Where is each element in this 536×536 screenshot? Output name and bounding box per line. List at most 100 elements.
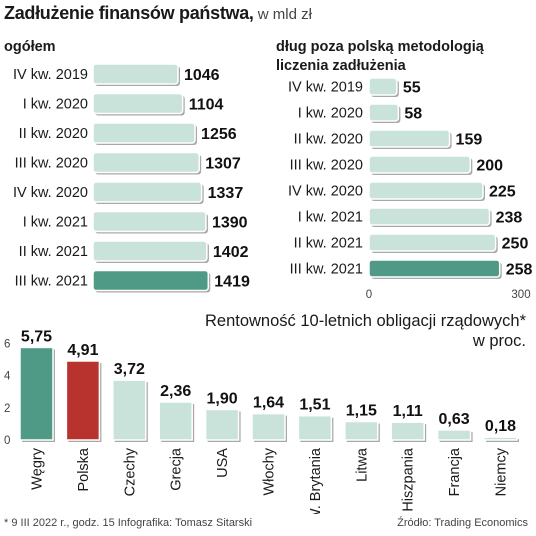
debt-total-bar <box>92 63 179 85</box>
right-chart-subtitle: dług poza polską metodologią liczenia za… <box>276 38 484 76</box>
debt-outside-category-label: IV kw. 2019 <box>288 80 363 96</box>
bond-value-label: 5,75 <box>21 328 52 345</box>
bond-value-label: 2,36 <box>160 383 191 400</box>
bond-value-label: 1,64 <box>253 395 284 412</box>
bond-bar <box>436 429 472 441</box>
bond-tick-label: 0 <box>4 435 10 447</box>
bond-chart-title: Rentowność 10-letnich obligacji rządowyc… <box>205 312 527 330</box>
bond-bar <box>297 414 333 441</box>
debt-total-value-label: 1402 <box>213 244 249 261</box>
bond-category-label: Węgry <box>30 447 46 490</box>
bond-tick-label: 6 <box>4 338 10 350</box>
debt-outside-tick-label: 0 <box>366 289 372 301</box>
debt-total-bar <box>92 122 196 144</box>
debt-outside-tick-label: 300 <box>511 289 530 301</box>
debt-total-chart: IV kw. 2019 1046 I kw. 2020 1104 II kw. 2020… <box>13 63 250 293</box>
footer-credit: * 9 III 2022 r., godz. 15 Infografika: T… <box>4 517 253 529</box>
debt-total-value-label: 1307 <box>205 156 241 173</box>
page-title: Zadłużenie finansów państwa, w mld zł <box>4 3 312 24</box>
bond-category-label: Francja <box>447 447 463 496</box>
debt-total-value-label: 1337 <box>208 185 244 202</box>
debt-outside-category-label: III kw. 2021 <box>290 262 363 278</box>
footer-source: Źródło: Trading Economics <box>397 517 528 529</box>
debt-outside-category-label: I kw. 2020 <box>298 106 363 122</box>
debt-outside-bar <box>368 77 398 96</box>
debt-outside-value-label: 58 <box>404 106 422 123</box>
debt-outside-bar <box>368 155 472 174</box>
bond-yield-chart: Rentowność 10-letnich obligacji rządowyc… <box>4 312 527 514</box>
debt-total-value-label: 1046 <box>184 67 220 84</box>
debt-total-category-label: IV kw. 2020 <box>13 185 88 201</box>
bond-bar <box>19 346 54 441</box>
bond-category-label: USA <box>215 448 231 478</box>
bond-bar <box>204 408 240 441</box>
debt-total-category-label: I kw. 2021 <box>23 215 88 231</box>
debt-outside-bar <box>368 103 400 122</box>
debt-total-category-label: III kw. 2021 <box>15 274 88 290</box>
right-subtitle-line-2: liczenia zadłużenia <box>276 58 406 74</box>
debt-total-category-label: III kw. 2020 <box>15 156 88 172</box>
debt-outside-category-label: II kw. 2021 <box>294 236 363 252</box>
bond-value-label: 4,91 <box>67 342 98 359</box>
bond-category-label: Włochy <box>262 447 278 495</box>
debt-total-category-label: II kw. 2020 <box>19 126 88 142</box>
title-bold: Zadłużenie finansów państwa, <box>4 3 254 23</box>
debt-total-value-label: 1390 <box>212 215 248 232</box>
debt-total-category-label: II kw. 2021 <box>19 244 88 260</box>
debt-total-value-label: 1104 <box>189 97 224 114</box>
bond-category-label: Grecja <box>169 447 185 491</box>
debt-outside-value-label: 250 <box>502 236 529 253</box>
debt-total-bar <box>92 240 208 262</box>
bond-value-label: 3,72 <box>114 361 145 378</box>
debt-outside-category-label: IV kw. 2020 <box>288 184 363 200</box>
bond-category-label: Niemcy <box>494 447 510 496</box>
debt-outside-value-label: 55 <box>403 80 421 97</box>
debt-outside-category-label: II kw. 2020 <box>294 132 363 148</box>
bond-value-label: 1,11 <box>393 403 423 420</box>
bond-value-label: 1,90 <box>207 390 238 407</box>
bond-value-label: 0,63 <box>439 411 470 428</box>
debt-outside-bar <box>368 259 501 278</box>
bond-value-label: 1,15 <box>346 402 377 419</box>
bond-category-label: Czechy <box>122 447 138 496</box>
bond-category-label: Litwa <box>354 447 370 482</box>
bond-category-label: W. Brytania <box>308 447 324 514</box>
debt-total-category-label: I kw. 2020 <box>23 97 88 113</box>
bond-bar <box>344 420 379 441</box>
bond-value-label: 0,18 <box>485 418 516 435</box>
debt-total-value-label: 1419 <box>214 274 250 291</box>
title-unit: w mld zł <box>253 6 312 23</box>
debt-total-category-label: IV kw. 2019 <box>13 67 88 83</box>
debt-total-bar <box>92 151 200 174</box>
debt-total-value-label: 1256 <box>201 126 237 143</box>
right-subtitle-line-1: dług poza polską metodologią <box>276 39 484 55</box>
bond-bar <box>65 360 101 441</box>
debt-outside-bar <box>368 181 484 200</box>
bond-bar <box>483 436 518 441</box>
bond-tick-label: 2 <box>4 403 10 415</box>
debt-total-bar <box>92 269 210 292</box>
bond-bar <box>158 401 193 441</box>
debt-outside-methodology-chart: IV kw. 2019 55 I kw. 2020 58 II kw. 2020 159 I… <box>288 77 533 301</box>
bond-category-label: Polska <box>76 447 92 491</box>
debt-total-bar <box>92 92 184 115</box>
bond-bar <box>390 421 425 441</box>
debt-outside-category-label: I kw. 2021 <box>298 210 363 226</box>
debt-outside-bar <box>368 129 451 148</box>
debt-outside-bar <box>368 207 491 226</box>
bond-bar <box>251 412 286 441</box>
debt-outside-bar <box>368 233 497 252</box>
bond-chart-unit: w proc. <box>472 332 526 350</box>
debt-outside-value-label: 258 <box>506 262 533 279</box>
bond-tick-label: 4 <box>4 371 11 383</box>
bond-category-label: Hiszpania <box>401 447 417 512</box>
debt-outside-value-label: 225 <box>489 184 516 201</box>
bond-bar <box>112 379 147 441</box>
debt-outside-value-label: 238 <box>496 210 523 227</box>
debt-outside-value-label: 200 <box>476 158 503 175</box>
debt-outside-category-label: III kw. 2020 <box>290 158 363 174</box>
debt-total-bar <box>92 181 203 203</box>
debt-outside-value-label: 159 <box>456 132 483 149</box>
bond-value-label: 1,51 <box>299 397 330 414</box>
left-chart-subtitle: ogółem <box>4 39 56 55</box>
